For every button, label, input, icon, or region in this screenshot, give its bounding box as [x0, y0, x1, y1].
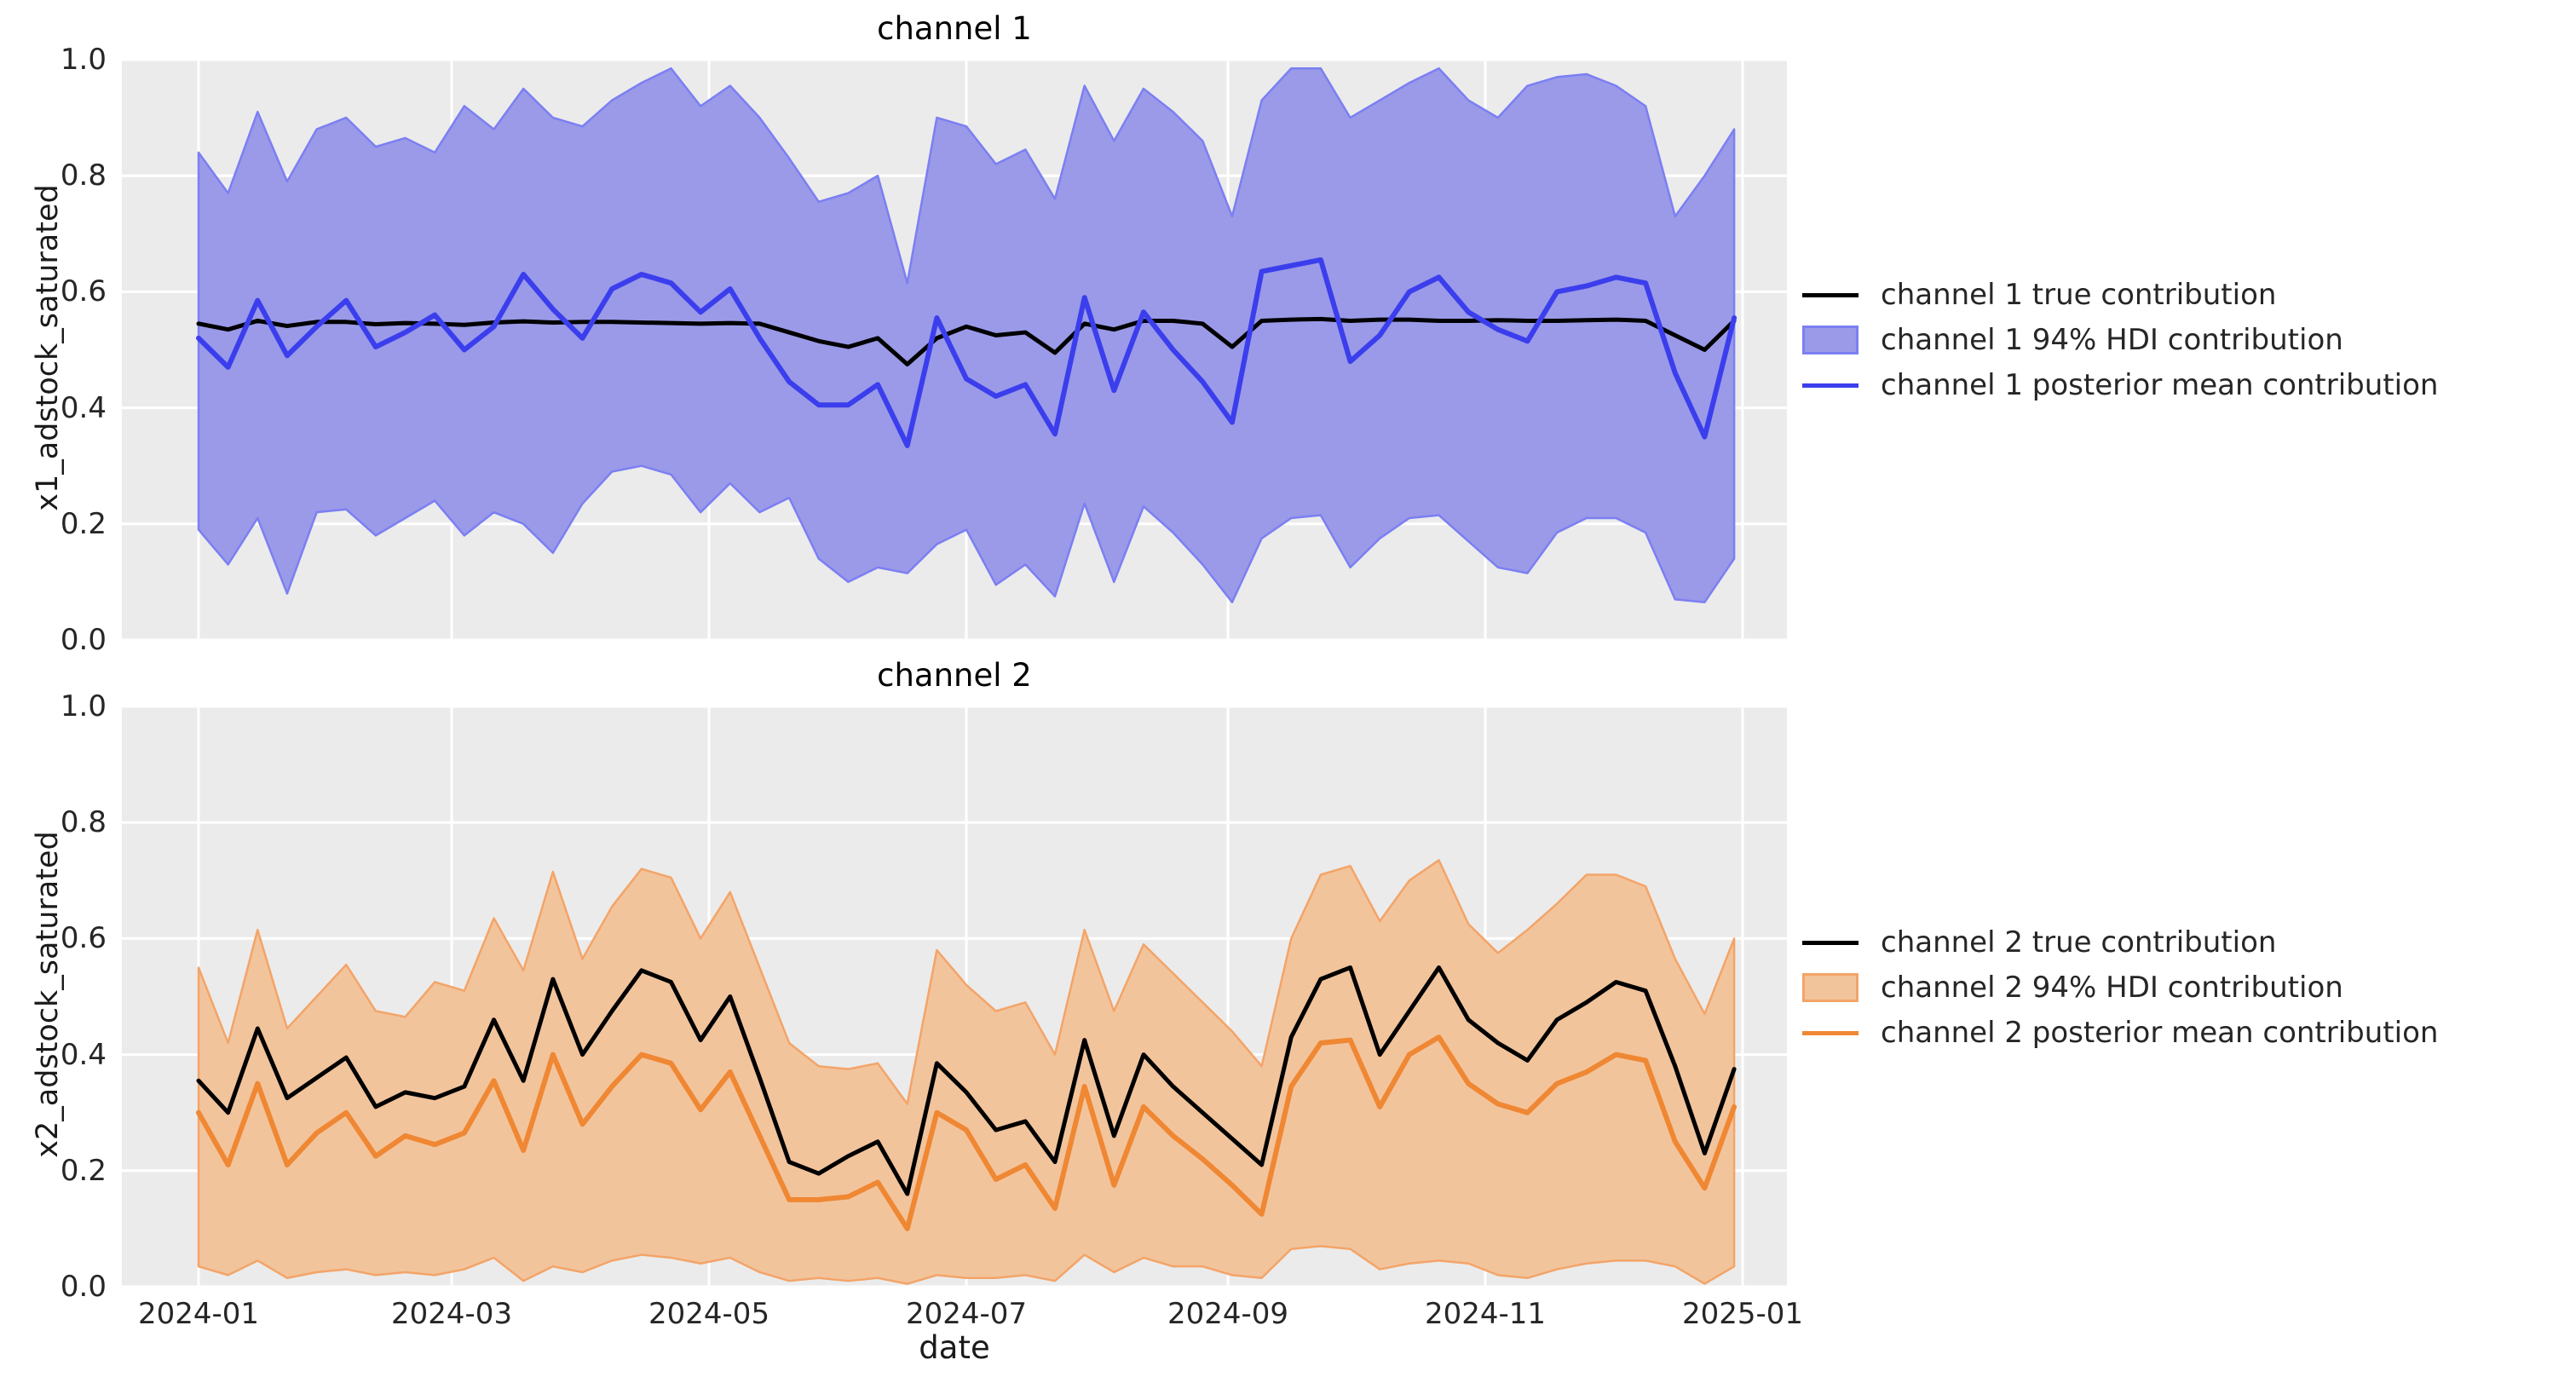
legend-label: channel 1 true contribution: [1881, 278, 2277, 312]
legend-label: channel 2 true contribution: [1881, 925, 2277, 959]
y-tick-label: 0.8: [60, 805, 107, 840]
legend-label: channel 1 94% HDI contribution: [1881, 323, 2343, 357]
legend-label: channel 2 posterior mean contribution: [1881, 1016, 2439, 1050]
legend-subplot2: channel 2 true contribution channel 2 94…: [1802, 925, 2438, 1050]
y-tick-label: 0.0: [60, 1270, 107, 1304]
x-tick-label: 2024-07: [906, 1297, 1028, 1331]
black-line-key-icon: [1802, 292, 1859, 297]
x-tick-label: 2025-01: [1681, 1297, 1804, 1331]
black-line-key-icon: [1802, 940, 1859, 945]
x-tick-label: 2024-05: [648, 1297, 770, 1331]
legend-label: channel 1 posterior mean contribution: [1881, 368, 2439, 402]
legend-item: channel 2 true contribution: [1802, 925, 2438, 959]
subplot1-title: channel 1: [877, 10, 1032, 47]
y-tick-label: 0.6: [60, 921, 107, 956]
legend-item: channel 1 posterior mean contribution: [1802, 368, 2438, 402]
blue-line-key-icon: [1802, 383, 1859, 388]
subplot1-ylabel: x1_adstock_saturated: [31, 184, 65, 511]
y-tick-label: 0.4: [60, 390, 107, 425]
hdi-patch-key-icon: [1802, 973, 1859, 1002]
x-tick-label: 2024-03: [391, 1297, 513, 1331]
x-tick-label: 2024-09: [1167, 1297, 1289, 1331]
subplot2-ylabel: x2_adstock_saturated: [31, 831, 65, 1158]
legend-label: channel 2 94% HDI contribution: [1881, 971, 2343, 1005]
y-tick-label: 0.8: [60, 158, 107, 193]
y-tick-label: 0.0: [60, 623, 107, 657]
orange-line-key-icon: [1802, 1030, 1859, 1035]
legend-subplot1: channel 1 true contribution channel 1 94…: [1802, 278, 2438, 402]
hdi-patch-key-icon: [1802, 326, 1859, 354]
y-tick-label: 0.6: [60, 274, 107, 309]
legend-item: channel 2 94% HDI contribution: [1802, 971, 2438, 1005]
y-tick-label: 0.4: [60, 1037, 107, 1072]
y-tick-label: 1.0: [60, 689, 107, 723]
subplot2-title: channel 2: [877, 657, 1032, 694]
y-tick-label: 0.2: [60, 506, 107, 541]
legend-item: channel 1 94% HDI contribution: [1802, 323, 2438, 357]
y-tick-label: 0.2: [60, 1153, 107, 1188]
legend-item: channel 1 true contribution: [1802, 278, 2438, 312]
x-axis-label: date: [919, 1329, 990, 1366]
legend-item: channel 2 posterior mean contribution: [1802, 1016, 2438, 1050]
x-tick-label: 2024-11: [1424, 1297, 1547, 1331]
x-tick-label: 2024-01: [137, 1297, 260, 1331]
y-tick-label: 1.0: [60, 43, 107, 77]
